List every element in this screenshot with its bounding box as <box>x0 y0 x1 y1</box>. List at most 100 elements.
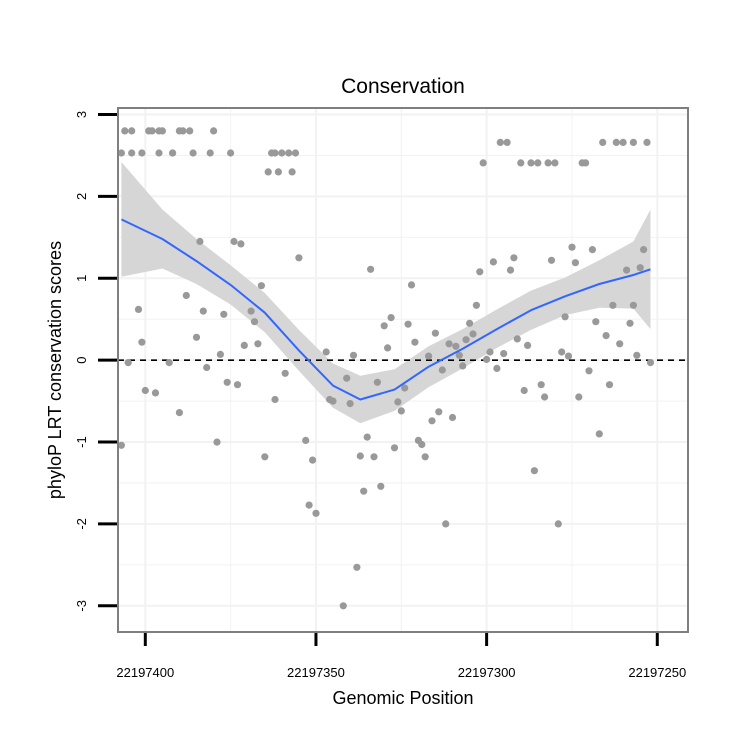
data-point <box>496 138 504 146</box>
data-point <box>148 127 156 135</box>
data-point <box>182 291 190 300</box>
data-point <box>483 355 491 363</box>
data-point <box>554 520 562 528</box>
data-point <box>459 362 467 370</box>
data-point <box>462 336 470 344</box>
data-point <box>233 381 242 389</box>
y-tick-label: -2 <box>74 518 89 530</box>
data-point <box>500 350 508 358</box>
data-point <box>486 348 494 356</box>
data-point <box>117 149 125 157</box>
data-point <box>343 374 351 382</box>
x-tick-label: 22197250 <box>628 665 686 680</box>
data-point <box>544 159 552 167</box>
data-point <box>203 363 211 372</box>
data-point <box>582 159 590 167</box>
data-point <box>124 359 132 367</box>
x-tick-label: 22197350 <box>287 665 345 680</box>
data-point <box>435 408 443 416</box>
data-point <box>312 509 320 517</box>
data-point <box>404 320 412 328</box>
data-point <box>175 409 183 417</box>
data-point <box>599 138 607 146</box>
data-point <box>445 340 453 348</box>
data-point <box>411 338 419 346</box>
data-point <box>151 389 160 397</box>
data-point <box>367 265 375 273</box>
data-point <box>390 444 399 452</box>
y-axis-label: phyloP LRT conservation scores <box>45 241 65 499</box>
data-point <box>230 237 238 246</box>
data-point <box>469 330 477 338</box>
data-point <box>278 149 286 157</box>
data-point <box>220 310 228 318</box>
y-tick-label: 3 <box>74 111 89 118</box>
data-point <box>595 430 603 438</box>
data-point <box>547 256 556 264</box>
data-point <box>250 318 259 326</box>
data-point <box>360 487 368 495</box>
data-point <box>199 307 207 315</box>
data-point <box>189 149 197 157</box>
chart-title: Conservation <box>341 75 465 98</box>
data-point <box>568 243 576 251</box>
data-point <box>636 264 644 272</box>
data-point <box>438 366 446 374</box>
data-point <box>305 501 313 509</box>
x-tick-label: 22197300 <box>458 665 516 680</box>
data-point <box>223 378 231 386</box>
data-point <box>619 138 627 146</box>
data-point <box>421 453 429 461</box>
smooth-line-layer <box>120 218 651 401</box>
data-point <box>285 149 293 157</box>
data-point <box>370 453 378 461</box>
y-tick-label: -3 <box>74 600 89 612</box>
x-axis-label: Genomic Position <box>332 688 473 708</box>
data-point <box>455 351 463 359</box>
data-point <box>640 246 648 254</box>
data-point <box>138 338 146 346</box>
data-point <box>216 350 224 358</box>
data-point <box>425 352 433 360</box>
data-point <box>192 333 201 341</box>
data-point <box>264 168 272 176</box>
data-point <box>626 319 634 327</box>
data-point <box>520 386 528 395</box>
data-point <box>281 369 289 377</box>
data-point <box>585 367 593 375</box>
data-point <box>401 384 409 392</box>
data-point <box>564 352 573 360</box>
data-point <box>541 393 549 401</box>
data-point <box>158 127 166 135</box>
data-point <box>346 400 354 408</box>
data-point <box>506 266 515 274</box>
data-point <box>534 159 542 167</box>
data-point <box>349 351 358 359</box>
data-point <box>537 381 545 389</box>
data-point <box>428 417 436 425</box>
data-point <box>476 268 484 276</box>
data-point <box>407 281 416 289</box>
data-point <box>605 381 614 389</box>
data-point <box>322 348 330 356</box>
data-point <box>493 364 501 372</box>
data-point <box>442 520 450 528</box>
data-point <box>558 348 566 356</box>
data-points <box>117 127 655 610</box>
data-point <box>309 456 317 464</box>
data-point <box>254 340 262 348</box>
data-point <box>247 307 255 315</box>
data-point <box>602 332 610 340</box>
data-point <box>169 149 177 157</box>
confidence-band <box>121 162 651 424</box>
data-point <box>291 149 300 157</box>
data-point <box>452 342 460 350</box>
data-point <box>117 441 125 449</box>
data-point <box>517 159 525 167</box>
data-point <box>551 159 559 167</box>
x-tick-label: 22197400 <box>116 665 174 680</box>
x-axis: 22197400 22197350 22197300 22197250 <box>116 633 686 680</box>
data-point <box>588 246 597 254</box>
data-point <box>561 313 569 321</box>
y-axis: -3 -2 -1 0 1 2 3 <box>74 111 117 612</box>
